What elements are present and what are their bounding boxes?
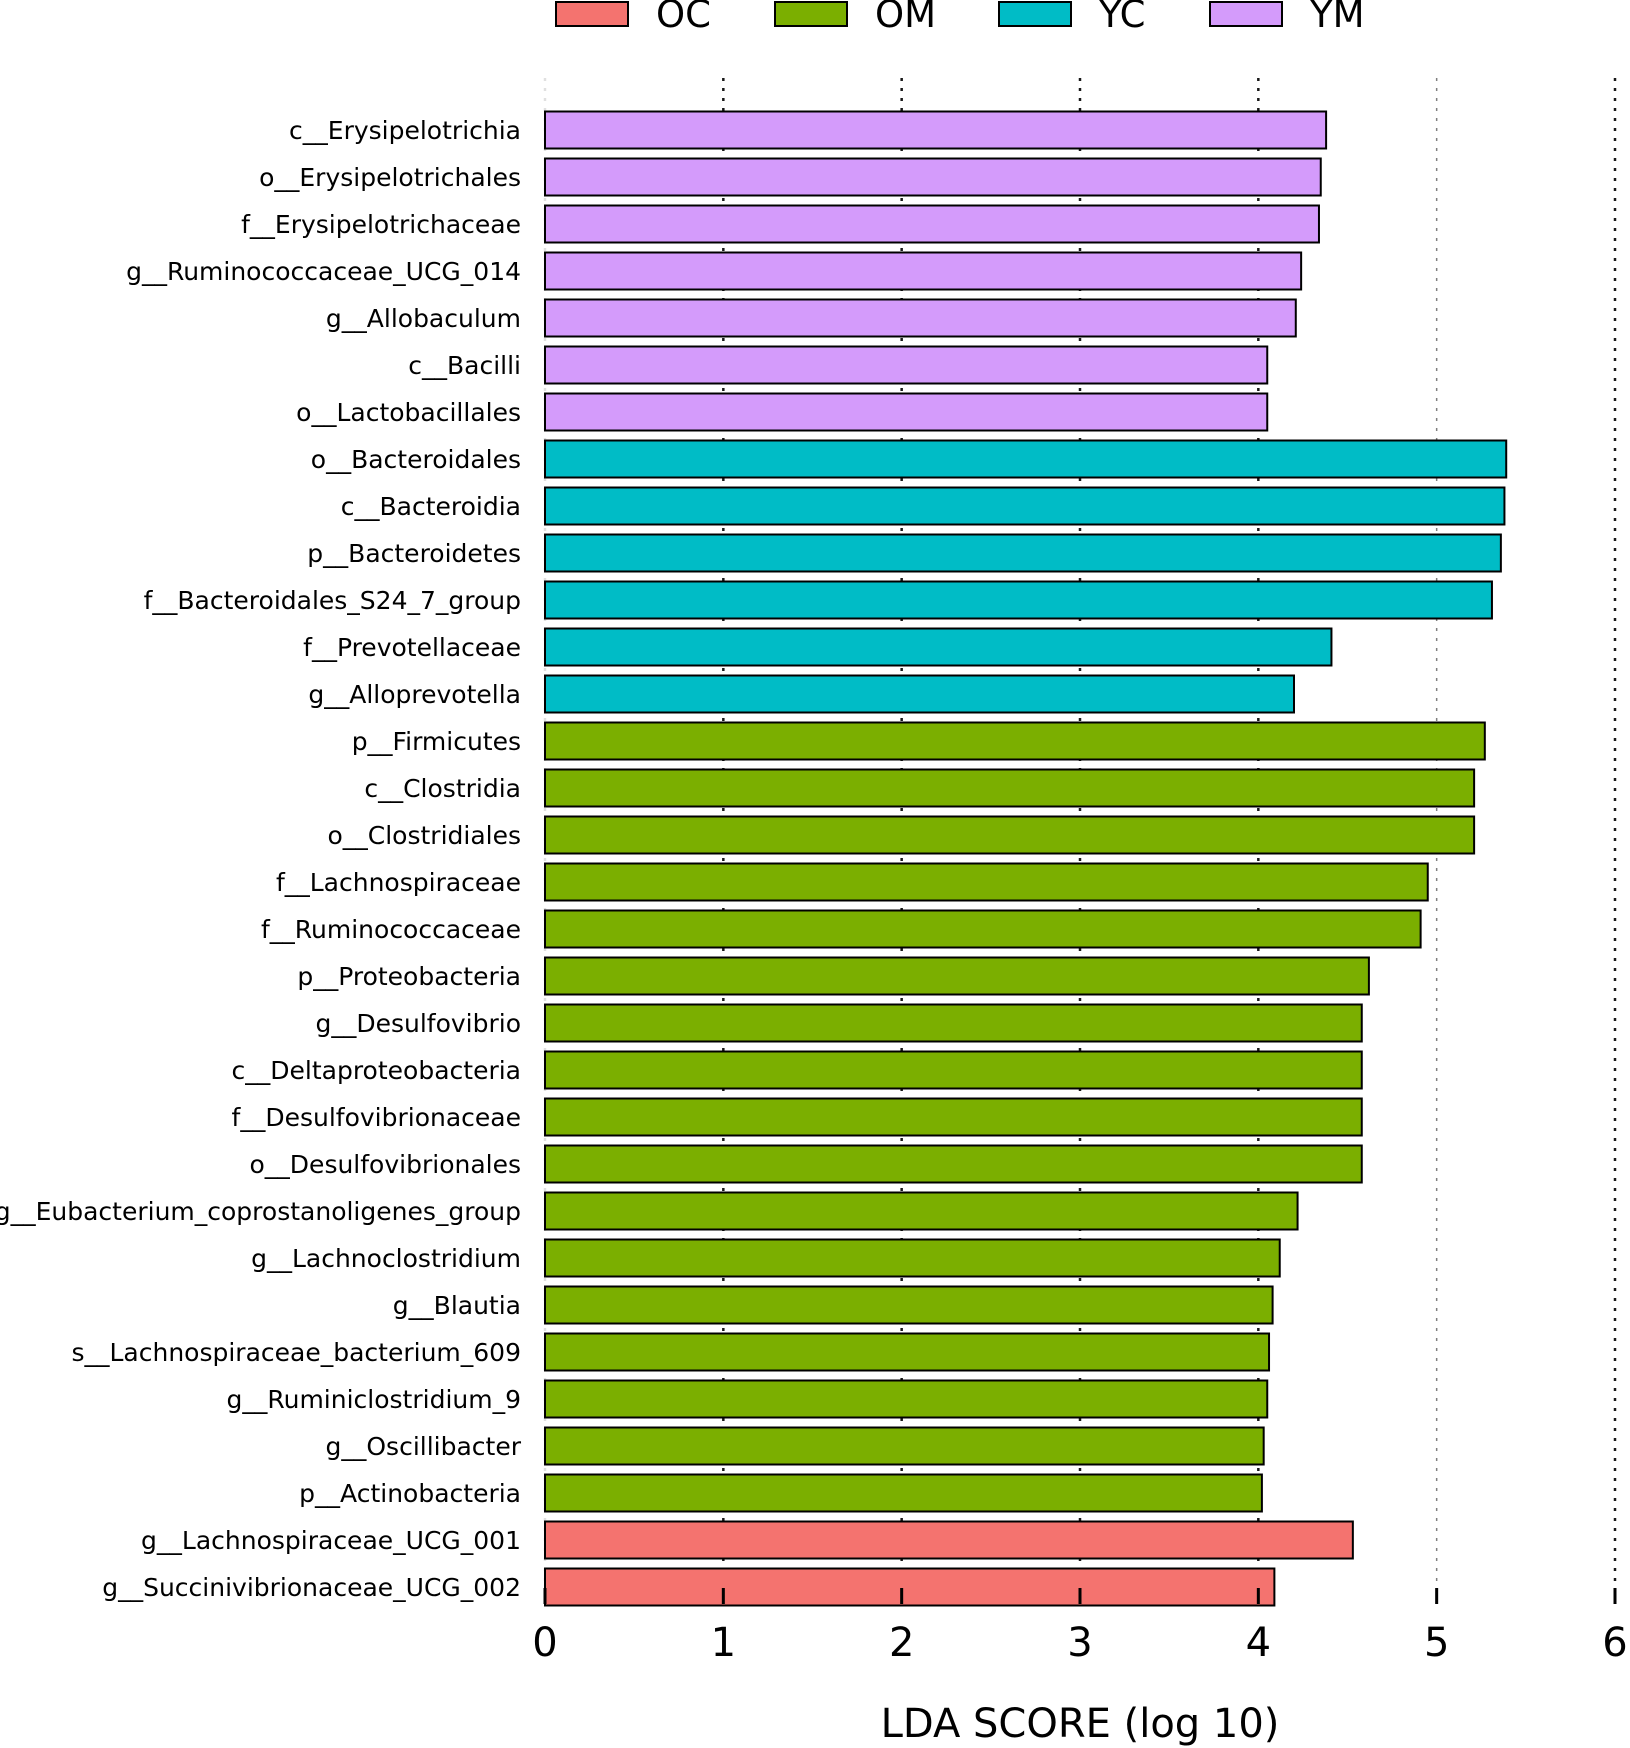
category-label: o__Bacteroidales [311, 445, 521, 474]
category-label: g__Ruminiclostridium_9 [226, 1385, 521, 1414]
x-axis: 0 1 2 3 4 5 6 [532, 1588, 1628, 1666]
legend-label-om: OM [875, 0, 936, 36]
legend-swatch-om [774, 1, 848, 27]
category-labels: c__Erysipelotrichia o__Erysipelotrichales… [0, 116, 522, 1602]
x-tick-label: 1 [711, 1620, 736, 1666]
bar-o-clostridiales [544, 815, 1476, 855]
legend-label-oc: OC [656, 0, 711, 36]
x-tick-label: 4 [1246, 1620, 1271, 1666]
category-label: g__Alloprevotella [308, 680, 521, 709]
bar-f-ruminococcaceae [544, 909, 1422, 949]
category-label: f__Prevotellaceae [303, 633, 521, 662]
bar-o-bacteroidales [544, 439, 1508, 479]
bars [544, 110, 1508, 1607]
category-label: c__Deltaproteobacteria [232, 1056, 521, 1085]
category-label: f__Lachnospiraceae [276, 868, 521, 897]
bar-f-desulfovibrionaceae [544, 1097, 1363, 1137]
bar-g-blautia [544, 1285, 1274, 1325]
bar-c-deltaproteobacteria [544, 1050, 1363, 1090]
bar-g-eubacterium-coprostanoligenes-group [544, 1191, 1299, 1231]
category-label: f__Ruminococcaceae [261, 915, 521, 944]
legend-swatch-yc [998, 1, 1072, 27]
category-label: o__Erysipelotrichales [259, 163, 521, 192]
bar-o-lactobacillales [544, 392, 1269, 432]
x-axis-title: LDA SCORE (log 10) [881, 1701, 1280, 1747]
bar-g-succinivibrionaceae-ucg-002 [544, 1567, 1276, 1607]
category-label: g__Allobaculum [326, 304, 521, 333]
category-label: c__Bacilli [408, 351, 521, 380]
category-label: c__Clostridia [364, 774, 521, 803]
category-label: o__Clostridiales [327, 821, 521, 850]
x-tick-label: 6 [1602, 1620, 1627, 1666]
x-tick-label: 5 [1424, 1620, 1449, 1666]
bar-c-erysipelotrichia [544, 110, 1328, 150]
bar-p-bacteroidetes [544, 533, 1502, 573]
legend-swatch-ym [1209, 1, 1283, 27]
category-label: o__Lactobacillales [296, 398, 521, 427]
bar-c-bacteroidia [544, 486, 1506, 526]
bar-g-lachnospiraceae-ucg-001 [544, 1520, 1354, 1560]
bar-c-clostridia [544, 768, 1476, 808]
bar-s-lachnospiraceae-bacterium-609 [544, 1332, 1271, 1372]
bar-c-bacilli [544, 345, 1269, 385]
bar-f-erysipelotrichaceae [544, 204, 1320, 244]
legend-swatch-oc [555, 1, 629, 27]
bar-g-alloprevotella [544, 674, 1295, 714]
bar-p-proteobacteria [544, 956, 1370, 996]
bar-g-ruminococcaceae-ucg-014 [544, 251, 1303, 291]
bar-g-allobaculum [544, 298, 1297, 338]
category-label: c__Bacteroidia [341, 492, 521, 521]
bar-g-desulfovibrio [544, 1003, 1363, 1043]
category-label: f__Desulfovibrionaceae [232, 1103, 521, 1132]
category-label: s__Lachnospiraceae_bacterium_609 [71, 1338, 521, 1367]
category-label: p__Proteobacteria [297, 962, 521, 991]
category-label: p__Firmicutes [352, 727, 521, 756]
category-label: g__Eubacterium_coprostanoligenes_group [0, 1197, 521, 1226]
bar-p-actinobacteria [544, 1473, 1263, 1513]
category-label: g__Lachnospiraceae_UCG_001 [141, 1526, 521, 1555]
category-label: g__Blautia [393, 1291, 521, 1320]
category-label: g__Succinivibrionaceae_UCG_002 [102, 1573, 521, 1602]
bar-f-bacteroidales-s24-7-group [544, 580, 1493, 620]
x-tick-label: 3 [1067, 1620, 1092, 1666]
category-label: g__Oscillibacter [326, 1432, 522, 1461]
bar-p-firmicutes [544, 721, 1486, 761]
category-label: g__Ruminococcaceae_UCG_014 [126, 257, 521, 286]
bar-g-lachnoclostridium [544, 1238, 1281, 1278]
legend: OC OM YC YM [555, 0, 1365, 36]
category-label: c__Erysipelotrichia [289, 116, 521, 145]
category-label: g__Desulfovibrio [315, 1009, 521, 1038]
category-label: g__Lachnoclostridium [251, 1244, 521, 1273]
category-label: p__Bacteroidetes [307, 539, 521, 568]
category-label: f__Bacteroidales_S24_7_group [144, 586, 521, 615]
bar-o-desulfovibrionales [544, 1144, 1363, 1184]
bar-g-oscillibacter [544, 1426, 1265, 1466]
x-tick-label: 2 [889, 1620, 914, 1666]
category-label: o__Desulfovibrionales [250, 1150, 521, 1179]
category-label: p__Actinobacteria [299, 1479, 521, 1508]
bar-o-erysipelotrichales [544, 157, 1322, 197]
category-label: f__Erysipelotrichaceae [241, 210, 521, 239]
x-tick-label: 0 [532, 1620, 557, 1666]
legend-label-ym: YM [1309, 0, 1365, 36]
bar-g-ruminiclostridium-9 [544, 1379, 1269, 1419]
bar-f-prevotellaceae [544, 627, 1333, 667]
bar-f-lachnospiraceae [544, 862, 1429, 902]
legend-label-yc: YC [1098, 0, 1145, 36]
